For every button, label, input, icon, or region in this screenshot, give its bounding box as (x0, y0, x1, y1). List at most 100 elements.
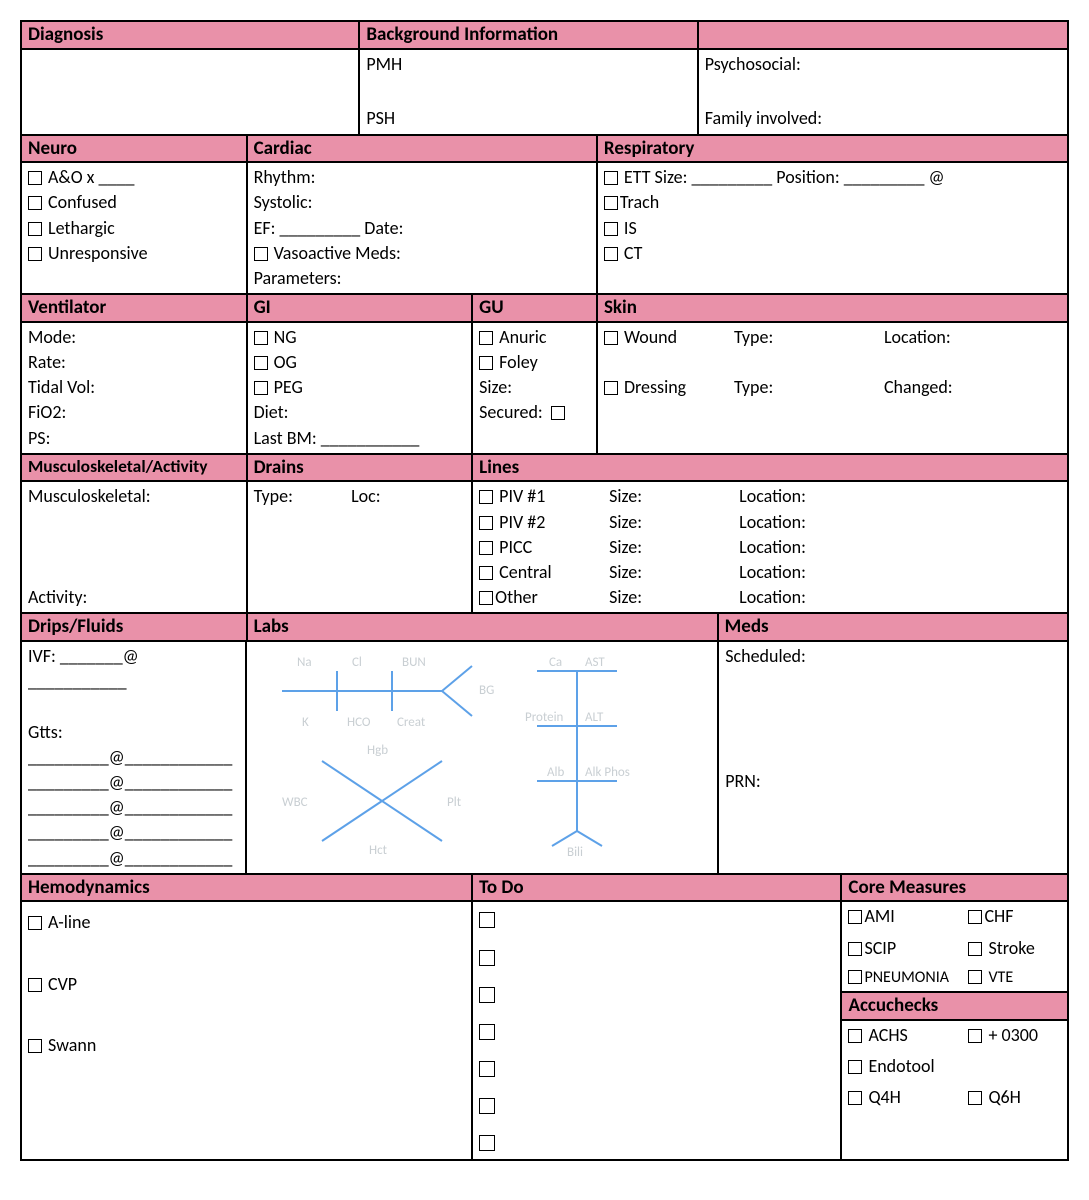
drips-header: Drips/Fluids (21, 613, 247, 641)
gu-secured[interactable]: Secured: (479, 400, 590, 425)
hemo-header: Hemodynamics (21, 874, 472, 902)
drips-line-1: _________@____________ (28, 745, 239, 770)
core-cell[interactable]: AMICHF SCIPStroke PNEUMONIAVTE (841, 901, 1068, 992)
line-other[interactable]: Other (479, 585, 609, 610)
svg-text:ALT: ALT (585, 710, 604, 725)
neuro-lethargic[interactable]: Lethargic (28, 216, 240, 241)
drips-line-5: _________@____________ (28, 846, 239, 871)
svg-text:Na: Na (297, 655, 312, 670)
gu-anuric[interactable]: Anuric (479, 325, 590, 350)
background-left-cell[interactable]: PMH PSH (359, 49, 697, 135)
nursing-report-sheet: Diagnosis Background Information PMH PSH… (20, 20, 1069, 1161)
line-central[interactable]: Central (479, 560, 609, 585)
accu-achs[interactable]: ACHS (848, 1023, 968, 1048)
vent-mode: Mode: (28, 325, 240, 350)
resp-trach[interactable]: Trach (604, 190, 1061, 215)
svg-text:K: K (302, 715, 309, 730)
background-right-cell[interactable]: Psychosocial: Family involved: (698, 49, 1068, 135)
background-spacer-header (698, 21, 1068, 49)
labs-fishbone-diagram: NaClBUN KHCOCreat BG Hgb WBC Plt Hct CaA… (247, 646, 717, 856)
cardiac-header: Cardiac (247, 135, 597, 163)
hemo-aline[interactable]: A-line (28, 910, 465, 935)
svg-text:Alb: Alb (547, 765, 565, 780)
psh-label: PSH (366, 106, 395, 131)
meds-cell[interactable]: Scheduled: PRN: (718, 641, 1068, 874)
gu-header: GU (472, 294, 597, 322)
core-ami[interactable]: AMI (848, 904, 968, 929)
core-chf[interactable]: CHF (968, 904, 1013, 929)
accu-q6h[interactable]: Q6H (968, 1085, 1020, 1110)
svg-text:Cl: Cl (352, 655, 362, 670)
gu-cell[interactable]: Anuric Foley Size: Secured: (472, 322, 597, 454)
drains-cell[interactable]: Type: Loc: (247, 481, 473, 613)
labs-header: Labs (247, 613, 718, 641)
hemo-cvp[interactable]: CVP (28, 972, 465, 997)
todo-3[interactable] (479, 983, 834, 1008)
skin-wound[interactable]: Wound (604, 325, 734, 350)
todo-4[interactable] (479, 1020, 834, 1045)
drains-loc: Loc: (351, 485, 381, 507)
todo-6[interactable] (479, 1094, 834, 1119)
neuro-confused[interactable]: Confused (28, 190, 240, 215)
resp-ett[interactable]: ETT Size: _________ Position: _________ … (604, 165, 1061, 190)
svg-text:Ca: Ca (549, 655, 562, 670)
core-stroke[interactable]: Stroke (968, 936, 1034, 961)
ventilator-header: Ventilator (21, 294, 247, 322)
diagnosis-header: Diagnosis (21, 21, 359, 49)
line-piv1[interactable]: PIV #1 (479, 484, 609, 509)
hemo-swann[interactable]: Swann (28, 1033, 465, 1058)
skin-wound-type: Type: (734, 325, 884, 350)
respiratory-cell[interactable]: ETT Size: _________ Position: _________ … (597, 162, 1068, 294)
accu-0300[interactable]: + 0300 (968, 1023, 1038, 1048)
accu-cell[interactable]: ACHS+ 0300 Endotool Q4HQ6H (841, 1020, 1068, 1160)
accu-q4h[interactable]: Q4H (848, 1085, 968, 1110)
todo-7[interactable] (479, 1131, 834, 1156)
cardiac-rhythm: Rhythm: (254, 165, 590, 190)
vent-ps: PS: (28, 426, 240, 451)
svg-text:Hct: Hct (369, 843, 388, 856)
labs-cell: NaClBUN KHCOCreat BG Hgb WBC Plt Hct CaA… (246, 641, 718, 874)
todo-2[interactable] (479, 946, 834, 971)
cardiac-cell[interactable]: Rhythm: Systolic: EF: _________ Date: Va… (247, 162, 597, 294)
core-pneumonia[interactable]: PNEUMONIA (848, 967, 968, 989)
gi-diet: Diet: (254, 400, 466, 425)
lines-cell[interactable]: PIV #1Size:Location: PIV #2Size:Location… (472, 481, 1068, 613)
core-vte[interactable]: VTE (968, 967, 1013, 989)
line-picc[interactable]: PICC (479, 535, 609, 560)
skin-dressing[interactable]: Dressing (604, 375, 734, 400)
cardiac-vaso[interactable]: Vasoactive Meds: (254, 241, 590, 266)
msk-musculoskeletal: Musculoskeletal: (28, 484, 240, 509)
accu-endotool[interactable]: Endotool (848, 1054, 1061, 1079)
gi-peg[interactable]: PEG (254, 375, 466, 400)
ventilator-cell[interactable]: Mode: Rate: Tidal Vol: FiO2: PS: (21, 322, 247, 454)
accu-header: Accuchecks (841, 992, 1068, 1020)
core-scip[interactable]: SCIP (848, 936, 968, 961)
neuro-ao[interactable]: A&O x ____ (28, 165, 240, 190)
skin-cell[interactable]: Wound Type: Location: Dressing Type: Cha… (597, 322, 1068, 454)
resp-ct[interactable]: CT (604, 241, 1061, 266)
msk-cell[interactable]: Musculoskeletal: Activity: (21, 481, 247, 613)
todo-cell[interactable] (472, 901, 841, 1159)
neuro-unresponsive[interactable]: Unresponsive (28, 241, 240, 266)
msk-header: Musculoskeletal/Activity (21, 454, 247, 482)
neuro-cell[interactable]: A&O x ____ Confused Lethargic Unresponsi… (21, 162, 247, 294)
resp-is[interactable]: IS (604, 216, 1061, 241)
todo-1[interactable] (479, 908, 834, 933)
svg-text:Creat: Creat (397, 715, 426, 730)
diagnosis-cell[interactable] (21, 49, 359, 135)
gi-ng[interactable]: NG (254, 325, 466, 350)
drips-cell[interactable]: IVF: _______@ ___________ Gtts: ________… (21, 641, 246, 874)
todo-5[interactable] (479, 1057, 834, 1082)
gu-foley[interactable]: Foley (479, 350, 590, 375)
line-piv2[interactable]: PIV #2 (479, 510, 609, 535)
gi-og[interactable]: OG (254, 350, 466, 375)
neuro-header: Neuro (21, 135, 247, 163)
skin-header: Skin (597, 294, 1068, 322)
cardiac-systolic: Systolic: (254, 190, 590, 215)
core-header: Core Measures (841, 874, 1068, 902)
vent-fio2: FiO2: (28, 400, 240, 425)
drains-header: Drains (247, 454, 473, 482)
hemo-cell[interactable]: A-line CVP Swann (21, 901, 472, 1159)
skin-wound-location: Location: (884, 325, 951, 350)
gi-cell[interactable]: NG OG PEG Diet: Last BM: ___________ (247, 322, 473, 454)
